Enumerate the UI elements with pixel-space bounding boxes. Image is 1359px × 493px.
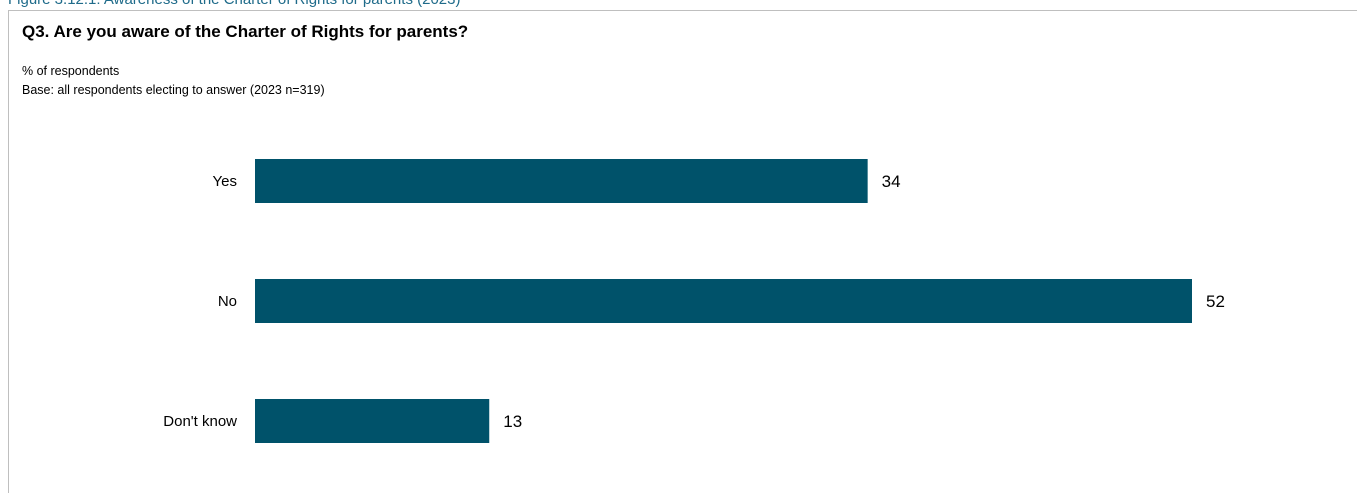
bar-no bbox=[255, 279, 1192, 323]
category-label-don-t-know: Don't know bbox=[163, 413, 237, 430]
bar-yes bbox=[255, 159, 868, 203]
figure-caption: Figure 3.12.1: Awareness of the Charter … bbox=[8, 0, 460, 8]
value-label-don-t-know: 13 bbox=[503, 412, 522, 431]
chart-title: Q3. Are you aware of the Charter of Righ… bbox=[22, 22, 469, 41]
category-label-yes: Yes bbox=[213, 173, 237, 190]
bar-don-t-know bbox=[255, 399, 490, 443]
chart-subtitle-base: Base: all respondents electing to answer… bbox=[22, 83, 325, 97]
chart-subtitle-measure: % of respondents bbox=[22, 64, 120, 78]
value-label-yes: 34 bbox=[882, 172, 901, 191]
chart-frame bbox=[8, 10, 1357, 493]
value-label-no: 52 bbox=[1206, 292, 1225, 311]
category-label-no: No bbox=[218, 293, 237, 310]
